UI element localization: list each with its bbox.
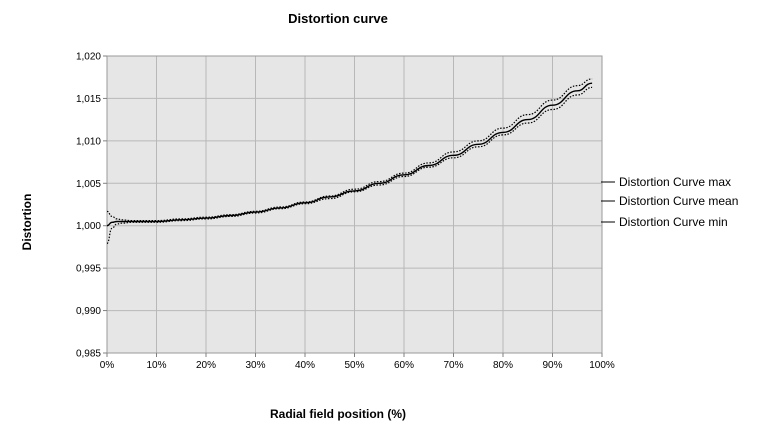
gridlines (106, 55, 603, 354)
x-tick-label: 50% (344, 360, 364, 371)
legend-entry: Distortion Curve min (619, 215, 728, 229)
y-tick-label: 1,005 (76, 179, 101, 190)
x-tick-label: 10% (146, 360, 166, 371)
x-tick-label: 100% (589, 360, 615, 371)
y-tick-label: 0,990 (76, 306, 101, 317)
legend: Distortion Curve max Distortion Curve mea… (601, 175, 738, 229)
x-tick-label: 30% (245, 360, 265, 371)
series-lines (106, 78, 593, 245)
legend-entry: Distortion Curve max (619, 175, 731, 189)
y-tick-label: 1,020 (76, 52, 101, 63)
x-tick-label: 40% (295, 360, 315, 371)
x-tick-label: 70% (443, 360, 463, 371)
y-tick-label: 0,995 (76, 264, 101, 275)
x-tick-label: 90% (542, 360, 562, 371)
y-tick-label: 1,000 (76, 221, 101, 232)
y-tick-label: 0,985 (76, 349, 101, 360)
legend-entry: Distortion Curve mean (619, 194, 738, 208)
x-tick-label: 80% (493, 360, 513, 371)
x-axis-title: Radial field position (%) (270, 407, 406, 421)
y-axis-title: Distortion (20, 194, 34, 251)
y-tick-label: 1,015 (76, 94, 101, 105)
y-tick-label: 1,010 (76, 136, 101, 147)
series-line-1 (106, 82, 593, 227)
x-tick-label: 60% (394, 360, 414, 371)
y-axis-ticks: 0,985 0,990 0,995 1,000 1,005 1,010 1,015 1,020 (76, 52, 107, 360)
x-axis-ticks: 0% 10% 20% 30% 40% 50% 60% 70% 80% 90% 100% (100, 353, 615, 371)
x-tick-label: 0% (100, 360, 115, 371)
x-tick-label: 20% (196, 360, 216, 371)
chart-title: Distortion curve (288, 11, 388, 26)
series-line-2 (106, 86, 593, 245)
